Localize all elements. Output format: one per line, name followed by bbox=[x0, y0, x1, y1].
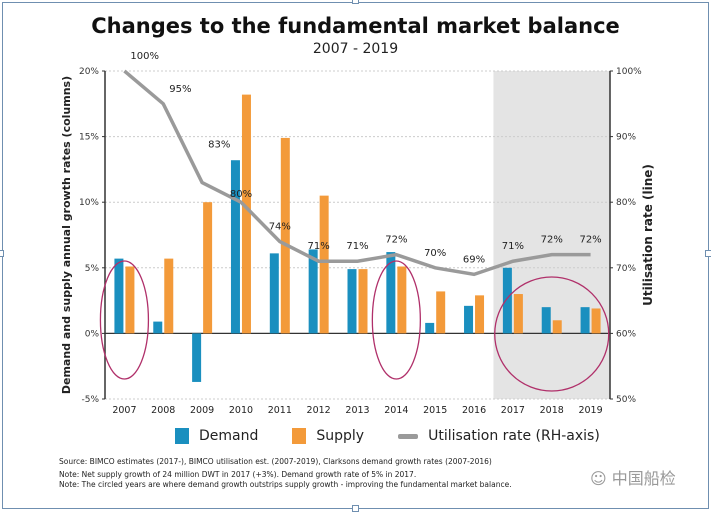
forecast-shading bbox=[493, 71, 610, 399]
utilisation-label-2015: 70% bbox=[424, 248, 446, 259]
bar-supply-2018 bbox=[552, 320, 562, 334]
bar-demand-2014 bbox=[386, 252, 396, 334]
note: Note: The circled years are where demand… bbox=[59, 480, 512, 489]
x-tick-label: 2014 bbox=[384, 405, 408, 416]
utilisation-label-2016: 69% bbox=[463, 254, 485, 265]
chart-title: Changes to the fundamental market balanc… bbox=[91, 14, 620, 38]
x-tick-label: 2015 bbox=[423, 405, 447, 416]
chart-subtitle: 2007 - 2019 bbox=[312, 41, 399, 57]
y-tick-label: 20% bbox=[79, 67, 99, 77]
bar-demand-2010 bbox=[230, 160, 240, 334]
y2-tick-label: 50% bbox=[616, 395, 636, 405]
y2-axis-title: Utilisation rate (line) bbox=[641, 164, 655, 306]
y2-tick-label: 70% bbox=[616, 264, 636, 274]
utilisation-label-2014: 72% bbox=[385, 235, 407, 246]
watermark: ☺ 中国船检 bbox=[590, 465, 676, 489]
x-tick-label: 2010 bbox=[229, 405, 253, 416]
x-tick-label: 2011 bbox=[268, 405, 292, 416]
y-axis-title: Demand and supply annual growth rates (c… bbox=[60, 76, 73, 394]
utilisation-label-2019: 72% bbox=[579, 235, 601, 246]
legend-label: Demand bbox=[199, 428, 259, 444]
supply-swatch bbox=[292, 428, 307, 444]
bar-supply-2016 bbox=[475, 295, 485, 334]
x-tick-label: 2012 bbox=[307, 405, 331, 416]
x-tick-label: 2009 bbox=[190, 405, 214, 416]
bar-supply-2014 bbox=[397, 266, 407, 334]
utilisation-label-2011: 74% bbox=[269, 222, 291, 233]
bar-demand-2019 bbox=[580, 307, 590, 334]
y-tick-label: -5% bbox=[81, 395, 99, 405]
bar-supply-2019 bbox=[591, 308, 601, 334]
bar-supply-2013 bbox=[358, 269, 368, 334]
note: Note: Net supply growth of 24 million DW… bbox=[59, 470, 417, 479]
bar-supply-2007 bbox=[125, 266, 135, 334]
legend: Demand Supply Utilisation rate (RH-axis) bbox=[175, 428, 634, 444]
utilisation-label-2007: 100% bbox=[130, 51, 159, 62]
bar-supply-2015 bbox=[436, 291, 446, 334]
bar-supply-2017 bbox=[513, 294, 523, 334]
bar-demand-2013 bbox=[347, 269, 357, 334]
legend-item-supply: Supply bbox=[292, 428, 364, 444]
x-tick-label: 2018 bbox=[540, 405, 564, 416]
x-tick-label: 2008 bbox=[151, 405, 175, 416]
y2-tick-label: 80% bbox=[616, 198, 636, 208]
legend-label: Utilisation rate (RH-axis) bbox=[428, 428, 600, 444]
utilisation-label-2008: 95% bbox=[169, 84, 191, 95]
utilisation-label-2017: 71% bbox=[502, 241, 524, 252]
x-tick-label: 2007 bbox=[112, 405, 136, 416]
footnotes: Source: BIMCO estimates (2017-), BIMCO u… bbox=[59, 457, 512, 490]
utilisation-label-2009: 83% bbox=[208, 140, 230, 151]
utilisation-label-2010: 80% bbox=[230, 189, 252, 200]
y2-tick-label: 100% bbox=[616, 67, 642, 77]
bar-demand-2007 bbox=[114, 258, 124, 334]
x-tick-label: 2019 bbox=[578, 405, 602, 416]
legend-item-utilisation: Utilisation rate (RH-axis) bbox=[398, 428, 600, 444]
utilisation-label-2018: 72% bbox=[541, 235, 563, 246]
utilisation-line bbox=[123, 69, 591, 277]
wechat-icon: ☺ bbox=[590, 469, 612, 488]
y-tick-label: 10% bbox=[79, 198, 99, 208]
bar-demand-2009 bbox=[192, 333, 202, 382]
highlight-circle-2017-2018-2019 bbox=[494, 276, 610, 392]
bar-supply-2012 bbox=[319, 195, 329, 334]
bar-supply-2008 bbox=[164, 258, 174, 334]
x-tick-label: 2017 bbox=[501, 405, 525, 416]
y-tick-label: 5% bbox=[85, 264, 100, 274]
highlight-circle-2014 bbox=[371, 260, 421, 380]
legend-label: Supply bbox=[316, 428, 365, 444]
y-tick-label: 0% bbox=[85, 329, 100, 339]
bar-supply-2009 bbox=[203, 202, 213, 334]
bar-demand-2015 bbox=[425, 322, 435, 334]
bar-supply-2011 bbox=[280, 137, 290, 334]
utilisation-label-2013: 71% bbox=[346, 241, 368, 252]
y2-tick-label: 90% bbox=[616, 133, 636, 143]
utilisation-label-2012: 71% bbox=[308, 241, 330, 252]
legend-item-demand: Demand bbox=[175, 428, 258, 444]
y-tick-label: 15% bbox=[79, 133, 99, 143]
demand-swatch bbox=[175, 428, 189, 444]
bar-demand-2018 bbox=[541, 307, 551, 334]
bar-demand-2012 bbox=[308, 249, 318, 334]
watermark-text: 中国船检 bbox=[611, 469, 676, 488]
bar-demand-2008 bbox=[153, 321, 163, 334]
bar-supply-2010 bbox=[241, 94, 251, 334]
source-note: Source: BIMCO estimates (2017-), BIMCO u… bbox=[59, 457, 492, 466]
resize-handle-left[interactable] bbox=[0, 250, 4, 257]
y2-tick-label: 60% bbox=[616, 329, 636, 339]
x-tick-label: 2016 bbox=[462, 405, 486, 416]
x-tick-label: 2013 bbox=[345, 405, 369, 416]
bar-demand-2016 bbox=[464, 305, 474, 334]
resize-handle-top[interactable] bbox=[352, 0, 359, 4]
bar-demand-2011 bbox=[269, 253, 279, 334]
utilisation-swatch bbox=[398, 433, 419, 439]
bar-demand-2017 bbox=[502, 267, 512, 334]
resize-handle-right[interactable] bbox=[705, 250, 711, 257]
highlight-circle-2007 bbox=[99, 260, 150, 380]
